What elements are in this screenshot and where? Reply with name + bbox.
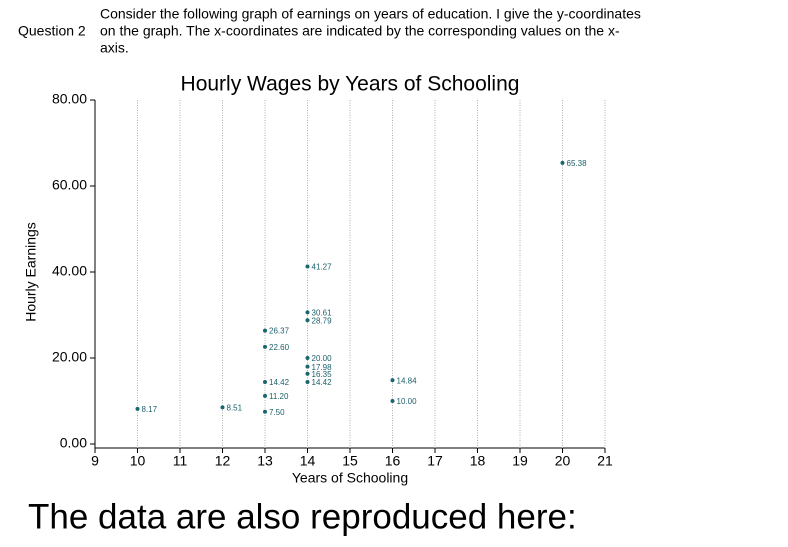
- data-point: [135, 406, 140, 411]
- data-point: [305, 379, 310, 384]
- data-point: [263, 409, 267, 414]
- x-tick-label: 19: [512, 453, 528, 469]
- question-line: on the graph. The x-coordinates are indi…: [100, 23, 620, 39]
- data-label: 17.98: [312, 363, 333, 372]
- question-line: Consider the following graph of earnings…: [100, 6, 641, 22]
- x-tick-label: 16: [385, 453, 401, 469]
- data-label: 20.00: [312, 354, 333, 363]
- data-label: 28.79: [312, 316, 333, 325]
- data-point: [263, 328, 267, 333]
- data-label: 41.27: [312, 263, 333, 272]
- y-tick-label: 0.00: [60, 435, 87, 451]
- x-tick-label: 18: [470, 453, 486, 469]
- data-point: [305, 318, 310, 323]
- data-point: [560, 160, 565, 165]
- data-label: 65.38: [567, 159, 588, 168]
- x-tick-label: 12: [215, 453, 231, 469]
- data-label: 8.51: [227, 404, 243, 413]
- data-label: 30.61: [312, 308, 333, 317]
- data-label: 14.42: [312, 378, 333, 387]
- data-point: [263, 344, 267, 349]
- data-point: [305, 356, 310, 360]
- data-point: [305, 310, 310, 315]
- x-tick-label: 10: [130, 453, 146, 469]
- data-point: [305, 364, 310, 369]
- data-label: 8.17: [142, 405, 158, 414]
- data-label: 7.50: [269, 408, 285, 417]
- data-label: 14.84: [397, 376, 418, 385]
- y-tick-label: 40.00: [52, 263, 87, 279]
- y-tick-label: 60.00: [52, 177, 87, 193]
- y-tick-label: 80.00: [52, 91, 87, 107]
- data-point: [263, 393, 267, 398]
- x-axis-label: Years of Schooling: [292, 470, 408, 486]
- footer-text: The data are also reproduced here:: [28, 497, 577, 536]
- question-label: Question 2: [18, 23, 86, 39]
- x-tick-label: 13: [257, 453, 273, 469]
- question-line: axis.: [100, 40, 129, 56]
- data-label: 16.35: [312, 370, 333, 379]
- data-point: [220, 405, 225, 410]
- data-point: [263, 379, 267, 384]
- chart-title: Hourly Wages by Years of Schooling: [181, 73, 520, 96]
- x-tick-label: 11: [173, 453, 188, 469]
- y-tick-label: 20.00: [52, 349, 87, 365]
- x-tick-label: 9: [91, 453, 99, 469]
- y-axis-label: Hourly Earnings: [23, 222, 39, 322]
- data-point: [390, 378, 395, 383]
- data-point: [390, 399, 395, 403]
- data-label: 14.42: [269, 378, 290, 387]
- data-label: 11.20: [269, 392, 289, 401]
- data-point: [305, 264, 310, 269]
- data-label: 10.00: [397, 397, 418, 406]
- data-label: 26.37: [269, 327, 290, 336]
- x-tick-label: 14: [300, 453, 316, 469]
- x-tick-label: 21: [597, 453, 613, 469]
- x-tick-label: 15: [342, 453, 358, 469]
- data-point: [305, 371, 310, 376]
- x-tick-label: 17: [427, 453, 443, 469]
- data-label: 22.60: [269, 343, 290, 352]
- x-tick-label: 20: [555, 453, 571, 469]
